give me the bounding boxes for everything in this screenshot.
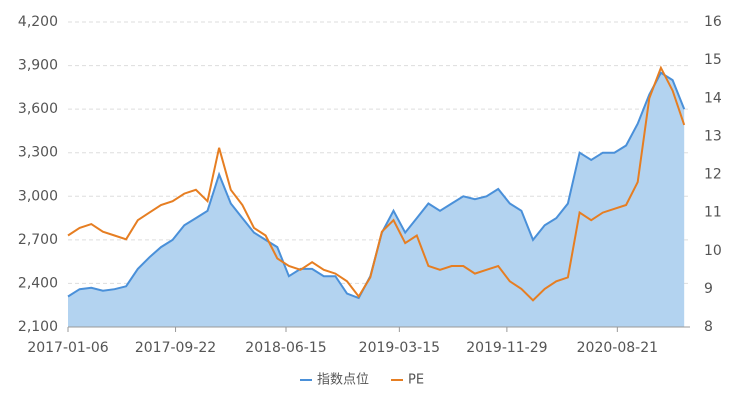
y-tick-label: 4,200 [18,14,58,30]
y-tick-label: 3,900 [18,58,58,74]
y-tick-label: 3,600 [18,101,58,117]
series-line [67,65,686,302]
y2-tick-label: 8 [704,319,713,335]
y-tick-label: 2,400 [18,275,58,291]
y2-tick-label: 14 [704,90,722,106]
y-tick-label: 3,000 [18,188,58,204]
y2-tick-label: 11 [704,205,722,221]
x-tick-label: 2017-01-06 [27,340,108,356]
legend-label: PE [408,373,424,388]
y-tick-label: 2,100 [18,319,58,335]
y2-tick-label: 9 [704,281,713,297]
x-tick-label: 2018-06-15 [245,340,326,356]
y2-tick-label: 12 [704,167,722,183]
y2-tick-label: 10 [704,243,722,259]
legend-label: 指数点位 [317,373,369,388]
x-tick-label: 2019-03-15 [359,340,440,356]
y2-tick-label: 15 [704,52,722,68]
x-tick-label: 2019-11-29 [466,340,547,356]
x-tick-label: 2020-08-21 [577,340,658,356]
area [68,72,685,327]
y-tick-label: 2,700 [18,232,58,248]
y2-tick-label: 16 [704,14,722,30]
y-tick-label: 3,300 [18,145,58,161]
y2-tick-label: 13 [704,128,722,144]
x-tick-label: 2017-09-22 [135,340,216,356]
